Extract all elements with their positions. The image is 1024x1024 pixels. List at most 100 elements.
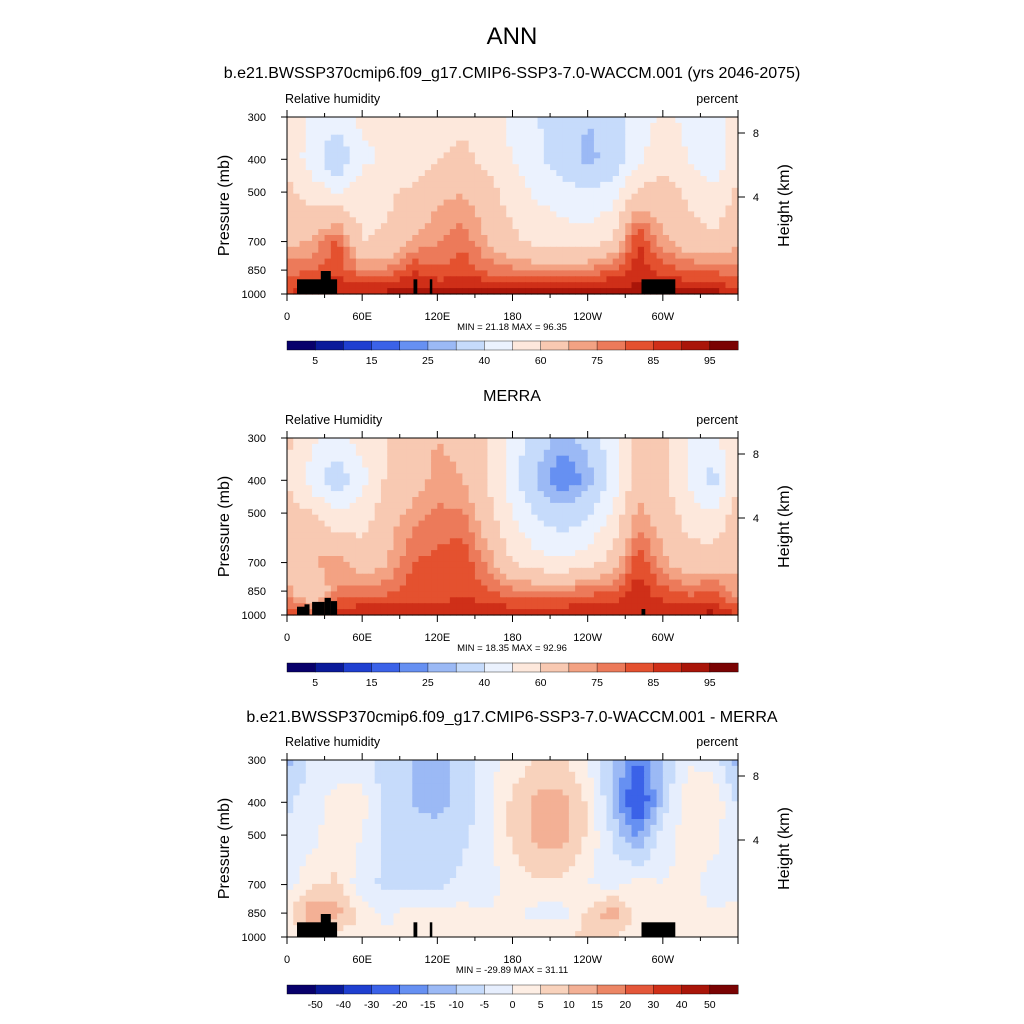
field-cell [662, 765, 670, 773]
field-cell [537, 223, 545, 230]
field-cell [299, 158, 307, 165]
field-cell [443, 117, 451, 124]
field-cell [706, 258, 714, 266]
field-cell [330, 491, 338, 498]
field-cell [512, 520, 520, 528]
field-cell [531, 438, 539, 445]
field-cell [374, 538, 382, 545]
field-cell [337, 270, 344, 277]
field-cell [593, 526, 601, 533]
field-cell [581, 479, 589, 486]
field-cell [662, 550, 670, 557]
field-cell [625, 240, 633, 248]
field-cell [443, 205, 451, 212]
field-cell [355, 777, 363, 785]
field-cell [424, 170, 432, 177]
field-cell [556, 579, 564, 587]
field-cell [568, 526, 576, 533]
field-cell [387, 288, 395, 295]
field-cell [568, 544, 576, 551]
field-cell [550, 497, 557, 504]
field-cell [512, 789, 520, 796]
field-cell [468, 461, 476, 469]
field-cell [499, 461, 507, 469]
field-cell [499, 164, 507, 171]
field-cell [493, 455, 501, 463]
field-cell [437, 520, 445, 528]
field-cell [406, 544, 413, 551]
field-cell [337, 134, 344, 142]
field-cell [330, 497, 338, 504]
field-cell [525, 211, 532, 218]
field-cell [324, 229, 332, 236]
field-cell [393, 508, 401, 516]
field-cell [556, 795, 564, 802]
field-cell [293, 609, 301, 616]
field-cell [593, 777, 601, 785]
field-cell [493, 217, 501, 224]
field-cell [418, 229, 426, 236]
field-cell [568, 211, 576, 218]
field-cell [712, 199, 720, 207]
field-cell [631, 288, 639, 295]
topography-block [324, 597, 331, 615]
field-cell [493, 211, 501, 218]
field-cell [687, 609, 695, 616]
field-cell [625, 449, 633, 457]
field-cell [612, 760, 620, 767]
field-cell [324, 771, 332, 779]
field-cell [512, 603, 520, 610]
field-cell [362, 158, 370, 165]
field-cell [525, 561, 532, 569]
field-cell [330, 771, 338, 779]
field-cell [537, 567, 545, 575]
field-cell [669, 158, 676, 165]
field-cell [681, 199, 689, 207]
field-cell [662, 526, 670, 533]
field-cell [312, 134, 319, 142]
field-cell [287, 479, 294, 486]
field-cell [537, 561, 545, 569]
field-cell [368, 187, 376, 195]
field-cell [700, 217, 708, 224]
variable-label: Relative humidity [285, 92, 381, 106]
field-cell [387, 567, 395, 575]
field-cell [349, 567, 357, 575]
field-cell [330, 573, 338, 581]
field-cell [612, 158, 620, 165]
field-cell [337, 455, 344, 463]
field-cell [462, 771, 470, 779]
field-cell [431, 520, 438, 528]
field-cell [474, 199, 482, 207]
field-cell [662, 479, 670, 486]
field-cell [481, 122, 489, 130]
field-cell [675, 122, 683, 130]
field-cell [712, 502, 720, 510]
field-cell [387, 485, 395, 492]
field-cell [656, 152, 664, 159]
field-cell [468, 795, 476, 802]
field-cell [719, 765, 727, 773]
field-cell [575, 211, 582, 218]
field-cell [368, 246, 376, 254]
colorbar-label: 60 [535, 355, 547, 367]
field-cell [568, 795, 576, 802]
field-cell [637, 282, 645, 289]
field-cell [669, 514, 676, 522]
field-cell [380, 461, 388, 469]
field-cell [318, 158, 326, 165]
field-cell [324, 158, 332, 165]
field-cell [299, 508, 307, 516]
field-cell [493, 502, 501, 510]
field-cell [418, 526, 426, 533]
field-cell [656, 170, 664, 177]
field-cell [531, 246, 539, 254]
field-cell [387, 603, 395, 610]
field-cell [299, 579, 307, 587]
field-cell [568, 455, 576, 463]
field-cell [305, 449, 313, 457]
field-cell [418, 538, 426, 545]
field-cell [650, 585, 658, 592]
field-cell [568, 585, 576, 592]
field-cell [731, 789, 739, 796]
